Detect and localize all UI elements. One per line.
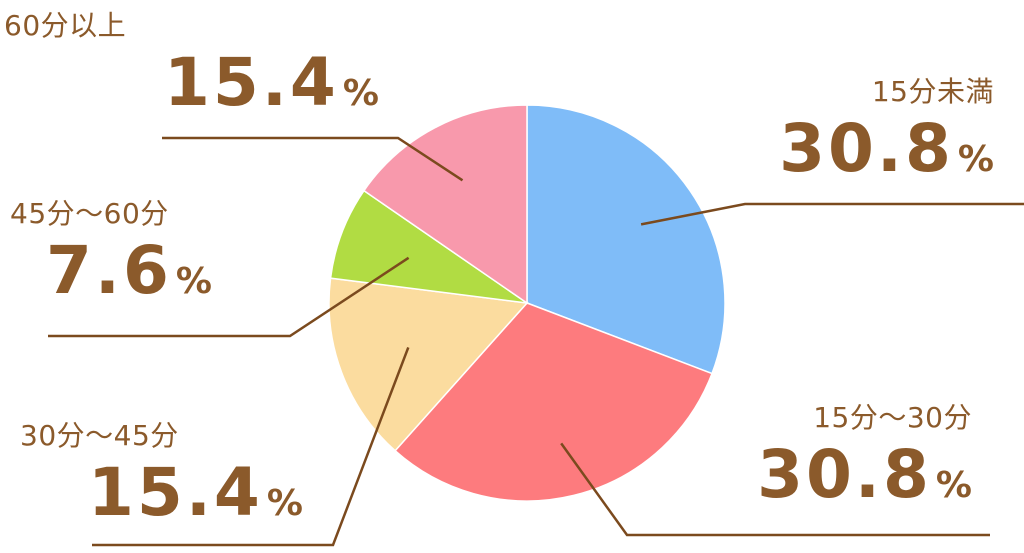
callout-slice-4: 60分以上 15.4% bbox=[4, 12, 379, 116]
slice-value-number: 30.8 bbox=[779, 110, 954, 187]
callout-slice-1: 15分～30分 30.8% bbox=[757, 404, 972, 508]
slice-value-number: 15.4 bbox=[164, 44, 339, 121]
slice-label: 60分以上 bbox=[4, 9, 127, 42]
percent-sign: % bbox=[935, 465, 972, 506]
leader-line-4 bbox=[162, 136, 464, 182]
callout-slice-2: 30分～45分 15.4% bbox=[20, 422, 303, 526]
pie-slice-0 bbox=[526, 104, 726, 375]
callout-slice-3: 45分～60分 7.6% bbox=[10, 200, 212, 304]
slice-label: 15分～30分 bbox=[813, 401, 972, 434]
slice-value: 30.8% bbox=[779, 116, 994, 182]
slice-value: 30.8% bbox=[757, 442, 972, 508]
leader-line-0 bbox=[640, 202, 1024, 226]
pie-slice-2 bbox=[328, 277, 529, 452]
pie-slice-1 bbox=[394, 302, 713, 502]
percent-sign: % bbox=[266, 483, 303, 524]
slice-value-number: 30.8 bbox=[757, 436, 932, 513]
percent-sign: % bbox=[175, 261, 212, 302]
slice-value-number: 15.4 bbox=[88, 454, 263, 531]
slice-label: 15分未満 bbox=[871, 75, 994, 108]
slice-label: 45分～60分 bbox=[10, 197, 169, 230]
leader-line-3 bbox=[48, 256, 410, 338]
callout-slice-0: 15分未満 30.8% bbox=[779, 78, 994, 182]
slice-label: 30分～45分 bbox=[20, 419, 179, 452]
percent-sign: % bbox=[342, 73, 379, 114]
leader-lines bbox=[48, 136, 1024, 547]
leader-line-2 bbox=[92, 346, 410, 547]
slice-value-number: 7.6 bbox=[46, 232, 172, 309]
slice-value: 15.4% bbox=[4, 50, 379, 116]
pie-slices bbox=[328, 104, 726, 502]
slice-value: 15.4% bbox=[20, 460, 303, 526]
pie-slice-4 bbox=[362, 104, 528, 305]
pie-slice-3 bbox=[329, 189, 528, 304]
slice-value: 7.6% bbox=[10, 238, 212, 304]
leader-line-1 bbox=[560, 442, 990, 537]
percent-sign: % bbox=[957, 139, 994, 180]
